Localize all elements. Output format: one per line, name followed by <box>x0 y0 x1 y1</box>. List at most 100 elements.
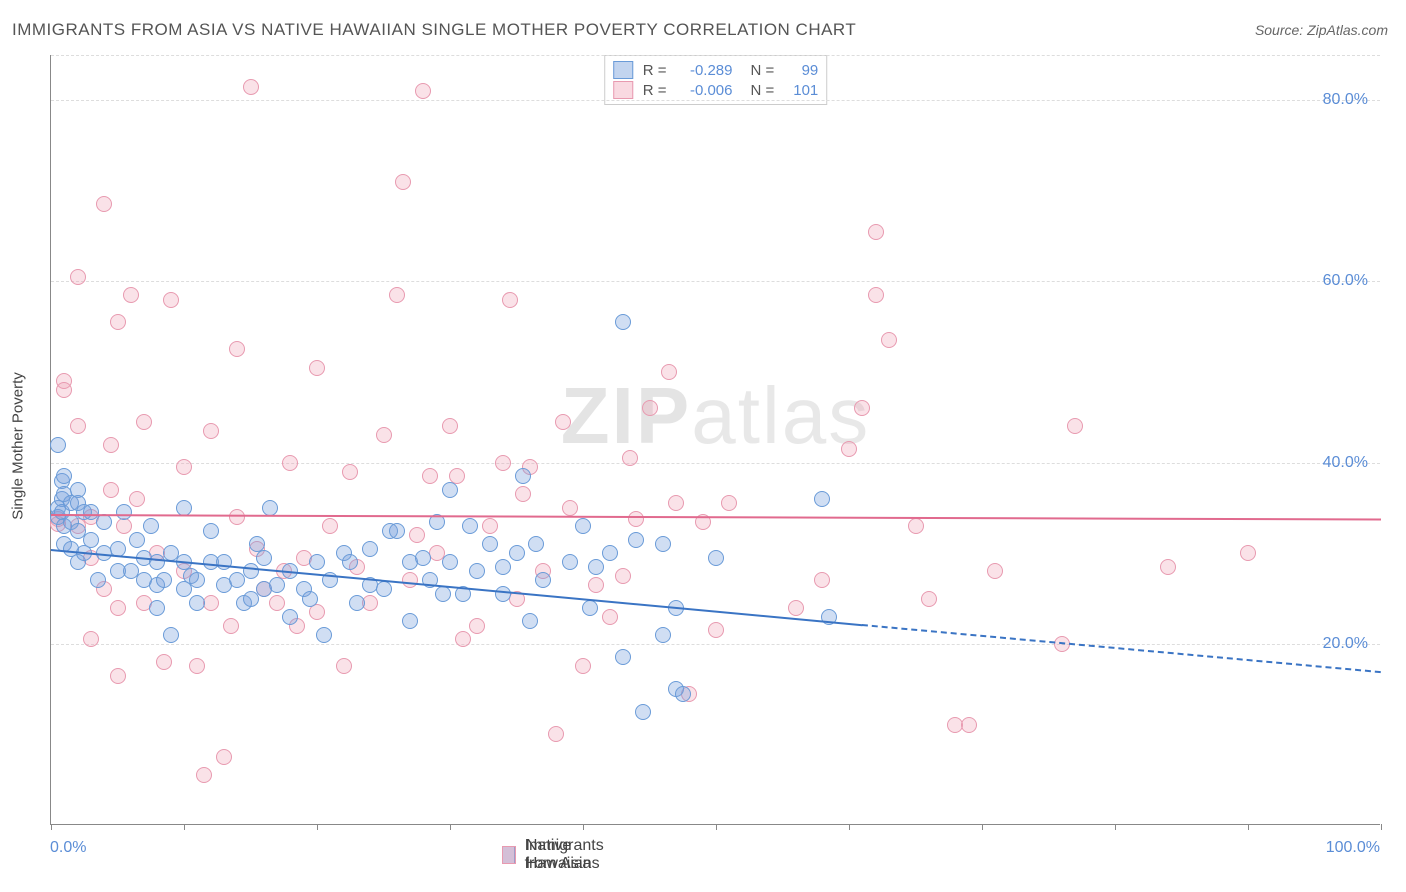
scatter-point <box>143 518 159 534</box>
scatter-point <box>415 83 431 99</box>
scatter-point <box>615 314 631 330</box>
scatter-point <box>129 491 145 507</box>
scatter-point <box>415 550 431 566</box>
y-tick-label: 40.0% <box>1323 454 1368 472</box>
scatter-point <box>602 545 618 561</box>
scatter-point <box>316 627 332 643</box>
gridline <box>51 55 1380 56</box>
scatter-point <box>402 613 418 629</box>
x-tick <box>583 824 584 830</box>
scatter-point <box>123 287 139 303</box>
scatter-point <box>282 455 298 471</box>
x-tick <box>450 824 451 830</box>
scatter-point <box>1240 545 1256 561</box>
scatter-point <box>661 364 677 380</box>
y-axis-label: Single Mother Poverty <box>10 372 27 520</box>
scatter-point <box>262 500 278 516</box>
legend-swatch <box>613 61 633 79</box>
scatter-point <box>50 437 66 453</box>
scatter-point <box>203 523 219 539</box>
scatter-point <box>469 618 485 634</box>
scatter-point <box>156 572 172 588</box>
scatter-point <box>56 382 72 398</box>
stats-row: R =-0.006N =101 <box>613 80 819 100</box>
scatter-point <box>522 613 538 629</box>
scatter-point <box>243 563 259 579</box>
scatter-point <box>70 418 86 434</box>
scatter-point <box>376 581 392 597</box>
scatter-point <box>176 459 192 475</box>
scatter-point <box>103 437 119 453</box>
scatter-point <box>655 627 671 643</box>
scatter-point <box>622 450 638 466</box>
scatter-point <box>635 704 651 720</box>
x-tick <box>51 824 52 830</box>
scatter-point <box>961 717 977 733</box>
scatter-point <box>243 79 259 95</box>
stat-n-value: 99 <box>784 62 818 79</box>
gridline <box>51 281 1380 282</box>
scatter-point <box>642 400 658 416</box>
watermark: ZIPatlas <box>561 370 870 462</box>
plot-area: ZIPatlas R =-0.289N =99R =-0.006N =101 2… <box>50 55 1380 825</box>
scatter-point <box>422 468 438 484</box>
x-tick <box>1115 824 1116 830</box>
gridline <box>51 463 1380 464</box>
x-tick <box>982 824 983 830</box>
scatter-point <box>854 400 870 416</box>
scatter-point <box>602 609 618 625</box>
scatter-point <box>309 554 325 570</box>
scatter-point <box>868 287 884 303</box>
scatter-point <box>588 577 604 593</box>
scatter-point <box>163 292 179 308</box>
x-tick-label: 0.0% <box>50 839 86 857</box>
scatter-point <box>90 572 106 588</box>
y-tick-label: 60.0% <box>1323 272 1368 290</box>
scatter-point <box>189 595 205 611</box>
scatter-point <box>83 631 99 647</box>
trend-line <box>862 624 1381 673</box>
scatter-point <box>462 518 478 534</box>
scatter-point <box>149 600 165 616</box>
scatter-point <box>402 572 418 588</box>
stat-r-value: -0.006 <box>677 82 733 99</box>
scatter-point <box>96 196 112 212</box>
scatter-point <box>721 495 737 511</box>
scatter-point <box>163 627 179 643</box>
scatter-point <box>575 518 591 534</box>
scatter-point <box>502 292 518 308</box>
stat-n-value: 101 <box>784 82 818 99</box>
scatter-point <box>562 500 578 516</box>
scatter-point <box>256 550 272 566</box>
stats-row: R =-0.289N =99 <box>613 60 819 80</box>
gridline <box>51 100 1380 101</box>
scatter-point <box>282 609 298 625</box>
scatter-point <box>708 550 724 566</box>
stat-r-label: R = <box>643 82 667 99</box>
scatter-point <box>70 269 86 285</box>
scatter-point <box>229 509 245 525</box>
scatter-point <box>987 563 1003 579</box>
scatter-point <box>548 726 564 742</box>
scatter-point <box>376 427 392 443</box>
scatter-point <box>83 532 99 548</box>
scatter-point <box>921 591 937 607</box>
y-tick-label: 80.0% <box>1323 91 1368 109</box>
scatter-point <box>196 767 212 783</box>
x-tick <box>849 824 850 830</box>
scatter-point <box>1067 418 1083 434</box>
legend-swatch <box>613 81 633 99</box>
scatter-point <box>495 586 511 602</box>
scatter-point <box>575 658 591 674</box>
scatter-point <box>841 441 857 457</box>
scatter-point <box>868 224 884 240</box>
scatter-point <box>1160 559 1176 575</box>
scatter-point <box>442 418 458 434</box>
scatter-point <box>110 314 126 330</box>
scatter-point <box>336 658 352 674</box>
scatter-point <box>455 631 471 647</box>
scatter-point <box>362 541 378 557</box>
scatter-point <box>908 518 924 534</box>
scatter-point <box>103 482 119 498</box>
legend-item: Native Hawaiians <box>502 837 606 873</box>
